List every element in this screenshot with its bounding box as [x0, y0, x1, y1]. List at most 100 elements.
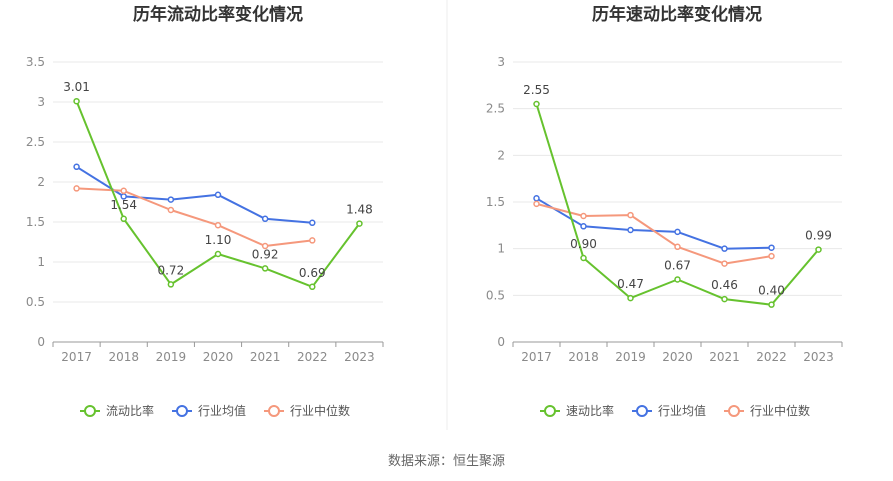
chart2-series-point-2 [674, 243, 681, 251]
chart2-y-tick-label: 0 [497, 335, 505, 349]
chart2-series-point-2 [768, 252, 775, 260]
chart1-data-label: 0.72 [157, 263, 184, 277]
chart1-data-label: 1.10 [205, 233, 232, 247]
chart2-series-point-0 [580, 254, 587, 262]
chart1-title: 历年流动比率变化情况 [133, 4, 303, 25]
chart1-series-point-1 [73, 163, 80, 171]
chart1-series-point-1 [167, 196, 175, 203]
chart1-y-tick-label: 3 [37, 95, 45, 109]
chart1-data-label: 1.48 [346, 203, 373, 217]
chart1-y-tick-label: 2 [37, 175, 45, 189]
chart1-series-point-1 [214, 191, 222, 199]
chart2-legend-label: 速动比率 [566, 403, 614, 418]
chart1-y-tick-label: 1.5 [26, 215, 45, 229]
chart2-y-tick-label: 2.5 [486, 102, 505, 116]
chart1-x-tick-label: 2019 [156, 350, 187, 364]
chart2-title: 历年速动比率变化情况 [592, 4, 762, 25]
chart2-series-point-0 [533, 100, 540, 108]
chart1-x-tick-label: 2017 [61, 350, 92, 364]
chart1-series-point-2 [120, 187, 127, 195]
data-source-note: 数据来源：恒生聚源 [387, 454, 505, 469]
chart1-data-label: 0.92 [252, 247, 279, 261]
chart1-series-point-2 [309, 237, 316, 244]
chart2-data-label: 2.55 [523, 83, 550, 97]
chart1-x-tick-label: 2018 [108, 350, 139, 364]
chart1-legend-label: 流动比率 [106, 403, 154, 418]
chart2-x-tick-label: 2017 [521, 350, 552, 364]
chart2-series-point-1 [627, 226, 634, 234]
chart2-series-point-0 [674, 276, 681, 283]
chart2-series-point-0 [768, 301, 775, 308]
chart2-data-label: 0.40 [758, 284, 785, 298]
chart1-series-point-0 [309, 283, 316, 291]
chart2-series-line-0 [535, 103, 820, 306]
chart1-y-tick-label: 3.5 [26, 55, 45, 69]
chart1-x-tick-label: 2023 [344, 350, 375, 364]
chart2-legend-label: 行业均值 [658, 403, 706, 418]
chart2-series-line-2 [536, 202, 772, 265]
chart1-x-tick-label: 2022 [297, 350, 328, 364]
chart2-data-label: 0.90 [570, 237, 597, 251]
chart2-legend-swatch-marker [544, 405, 556, 417]
chart2-series-point-0 [627, 294, 634, 302]
chart1-legend-label: 行业均值 [198, 403, 246, 418]
chart1-data-label: 0.69 [299, 266, 326, 280]
chart1-y-tick-label: 0 [37, 335, 45, 349]
chart1-legend-swatch-marker [84, 405, 96, 417]
chart1-series-point-2 [167, 206, 175, 214]
chart1-series-point-1 [309, 219, 316, 227]
chart1-legend-swatch-marker [176, 405, 188, 417]
chart2-legend-swatch-marker [636, 405, 648, 417]
chart1-series-point-0 [167, 281, 175, 288]
chart1-legend-label: 行业中位数 [290, 403, 350, 418]
chart2-series-point-2 [627, 211, 634, 219]
chart2-series-point-1 [768, 244, 775, 251]
chart2-y-tick-label: 3 [497, 55, 505, 69]
chart1-y-tick-label: 1 [37, 255, 45, 269]
chart1-series-point-1 [261, 215, 269, 223]
chart1-x-tick-label: 2021 [250, 350, 281, 364]
chart2-series-point-2 [580, 212, 587, 220]
chart2-data-label: 0.67 [664, 258, 691, 272]
chart2-series-point-1 [580, 223, 587, 230]
chart2-x-tick-label: 2018 [568, 350, 599, 364]
chart1-series-point-2 [73, 185, 80, 192]
chart1-series-point-0 [261, 265, 269, 272]
chart1-series-line-1 [76, 165, 313, 224]
chart1-x-tick-label: 2020 [203, 350, 234, 364]
chart2-x-tick-label: 2021 [709, 350, 740, 364]
chart1-series-line-2 [76, 187, 313, 247]
chart2-series-point-1 [674, 228, 681, 236]
chart1-series-point-2 [214, 221, 222, 229]
chart2-series-point-0 [721, 295, 728, 303]
chart2-y-tick-label: 1 [497, 242, 505, 256]
chart2-y-tick-label: 1.5 [486, 195, 505, 209]
chart1-y-tick-label: 2.5 [26, 135, 45, 149]
chart2-data-label: 0.99 [805, 229, 832, 243]
chart2-x-tick-label: 2019 [615, 350, 646, 364]
chart2-series-point-2 [721, 260, 728, 267]
chart2-x-tick-label: 2023 [803, 350, 834, 364]
chart1-series-point-0 [214, 250, 222, 258]
chart1-y-tick-label: 0.5 [26, 295, 45, 309]
chart2-legend-swatch-marker [728, 405, 740, 417]
chart2-series-point-0 [815, 246, 822, 253]
chart2-series-point-1 [533, 195, 540, 202]
chart2-x-tick-label: 2020 [662, 350, 693, 364]
chart2-legend-label: 行业中位数 [750, 403, 810, 418]
chart1-series-point-0 [120, 215, 127, 223]
chart1-series-point-0 [73, 97, 80, 105]
chart1-data-label: 1.54 [110, 198, 137, 212]
chart1-series-point-0 [356, 220, 363, 227]
chart2-x-tick-label: 2022 [756, 350, 787, 364]
chart2-data-label: 0.47 [617, 277, 644, 291]
chart2-series-point-1 [721, 245, 728, 252]
chart2-y-tick-label: 2 [497, 148, 505, 162]
chart2-series-point-2 [533, 200, 540, 208]
chart1-series-point-2 [261, 242, 269, 250]
chart1-data-label: 3.01 [63, 80, 90, 94]
chart1-legend-swatch-marker [268, 405, 280, 417]
chart2-data-label: 0.46 [711, 278, 738, 292]
chart2-y-tick-label: 0.5 [486, 288, 505, 302]
